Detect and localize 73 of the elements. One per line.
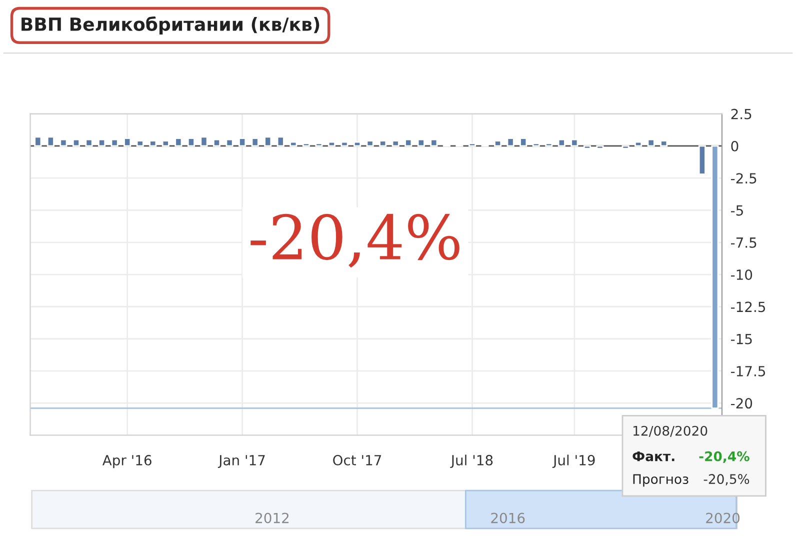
y-tick-label: -17.5 [730, 366, 766, 376]
bar [698, 145, 706, 175]
bar [404, 138, 412, 147]
bar [647, 138, 655, 147]
bar [379, 140, 387, 147]
bar [711, 145, 719, 409]
bar [354, 141, 362, 147]
x-tick-label: Oct '17 [333, 454, 382, 466]
bar [366, 140, 374, 147]
y-tick-label: 2.5 [731, 108, 752, 120]
bar [85, 138, 93, 147]
bar [264, 136, 272, 147]
bar [162, 140, 170, 147]
y-tick-label: -7.5 [730, 238, 756, 248]
y-tick-label: -15 [730, 334, 752, 344]
bar [226, 138, 234, 147]
bar [417, 138, 425, 147]
bar [238, 138, 246, 147]
bar [124, 138, 132, 147]
bar [430, 138, 438, 147]
bar [290, 141, 298, 147]
bar [187, 138, 195, 147]
bar [328, 141, 336, 147]
text: 2020 [706, 512, 740, 524]
bar [72, 138, 80, 147]
bar [302, 142, 310, 147]
bar [494, 140, 502, 147]
y-tick-label: -10 [730, 269, 752, 280]
y-tick-label: 0 [731, 140, 738, 152]
bar [212, 138, 221, 147]
bar [468, 142, 476, 147]
annotation: 12/08/2020 [633, 426, 708, 437]
x-tick-label: Jul '18 [450, 454, 493, 468]
bar [149, 140, 157, 147]
bar [570, 138, 578, 147]
bar [136, 140, 144, 147]
bar [558, 138, 566, 147]
text: -20,4% [699, 451, 750, 463]
text: Прогноз [633, 474, 688, 487]
bar [520, 138, 528, 147]
text: Факт. [632, 451, 674, 462]
y-tick-label: -2.5 [730, 173, 756, 184]
x-tick-label: Jul '19 [552, 454, 595, 468]
bar [60, 138, 68, 147]
text: 2016 [491, 512, 525, 524]
chart-title: ВВП Великобритании (кв/кв) [22, 16, 320, 35]
text: 2012 [256, 512, 289, 524]
y-tick-label: -12.5 [730, 302, 766, 312]
text: -20,5% [704, 474, 750, 486]
y-tick-label: -5 [730, 205, 743, 216]
bar [545, 142, 553, 147]
annotation: -20,4% [250, 214, 460, 268]
bar [315, 142, 323, 147]
bar [634, 141, 642, 147]
bar [660, 140, 668, 147]
bar [532, 142, 540, 147]
x-tick-label: Jan '17 [218, 455, 265, 468]
y-tick-label: -20 [730, 398, 752, 409]
bar [34, 136, 42, 147]
x-tick-label: Apr '16 [102, 454, 152, 468]
bar [596, 145, 604, 150]
bar [98, 138, 106, 147]
bar [251, 138, 259, 147]
bar [276, 136, 284, 147]
bar [506, 138, 514, 147]
bar [46, 136, 54, 147]
bar [110, 138, 118, 147]
bar [200, 136, 208, 147]
bar [392, 140, 400, 147]
bar [583, 145, 591, 150]
bar [174, 138, 182, 147]
bar [622, 145, 630, 150]
bar [340, 141, 348, 147]
